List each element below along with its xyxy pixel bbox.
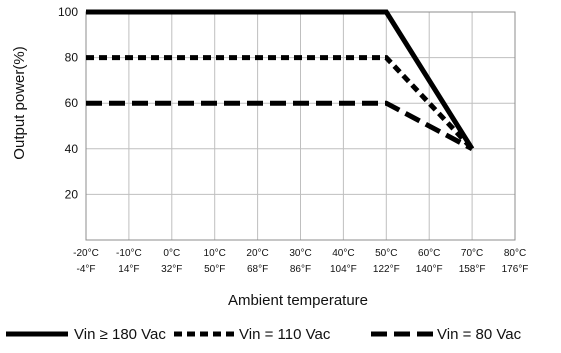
x-tick-label-celsius: 10°C [204,248,226,259]
x-tick-label-celsius: 80°C [504,248,526,259]
x-tick-label-fahrenheit: 68°F [247,264,268,275]
legend-label: Vin = 80 Vac [437,326,522,343]
x-tick-label-celsius: 50°C [375,248,397,259]
x-tick-label-celsius: 70°C [461,248,483,259]
legend-label: Vin ≥ 180 Vac [74,326,166,343]
x-tick-label-fahrenheit: -4°F [77,264,96,275]
series-line [86,9,475,151]
x-tick-label-fahrenheit: 32°F [161,264,182,275]
y-tick-label: 100 [58,5,78,19]
x-tick-label-fahrenheit: 122°F [373,264,400,275]
x-tick-label-fahrenheit: 104°F [330,264,357,275]
y-tick-label: 40 [65,142,79,156]
x-tick-label-fahrenheit: 50°F [204,264,225,275]
axis-ticks: -20°C -4°F -10°C 14°F 0°C 32°F 10°C 50°F 20°C 68°… [58,5,528,275]
x-tick-label-celsius: 20°C [246,248,268,259]
y-tick-label: 80 [65,51,79,65]
x-tick-label-fahrenheit: 14°F [118,264,139,275]
x-axis-label: Ambient temperature [228,292,368,309]
x-tick-label-fahrenheit: 158°F [459,264,486,275]
x-tick-label-fahrenheit: 86°F [290,264,311,275]
y-tick-label: 20 [65,187,79,201]
x-tick-label-celsius: -10°C [116,248,142,259]
legend: Vin ≥ 180 Vac Vin = 110 Vac Vin = 80 Vac [6,326,522,343]
y-axis-label: Output power(%) [11,46,28,159]
x-tick-label-celsius: 60°C [418,248,440,259]
x-tick-label-fahrenheit: 140°F [416,264,443,275]
x-tick-label-fahrenheit: 176°F [502,264,529,275]
x-tick-label-celsius: -20°C [73,248,99,259]
x-tick-label-celsius: 0°C [163,248,180,259]
series-line [86,55,474,151]
x-tick-label-celsius: 40°C [332,248,354,259]
y-tick-label: 60 [65,96,79,110]
series-line [86,100,474,152]
x-tick-label-celsius: 30°C [289,248,311,259]
series-lines [86,9,475,152]
legend-label: Vin = 110 Vac [239,326,331,343]
